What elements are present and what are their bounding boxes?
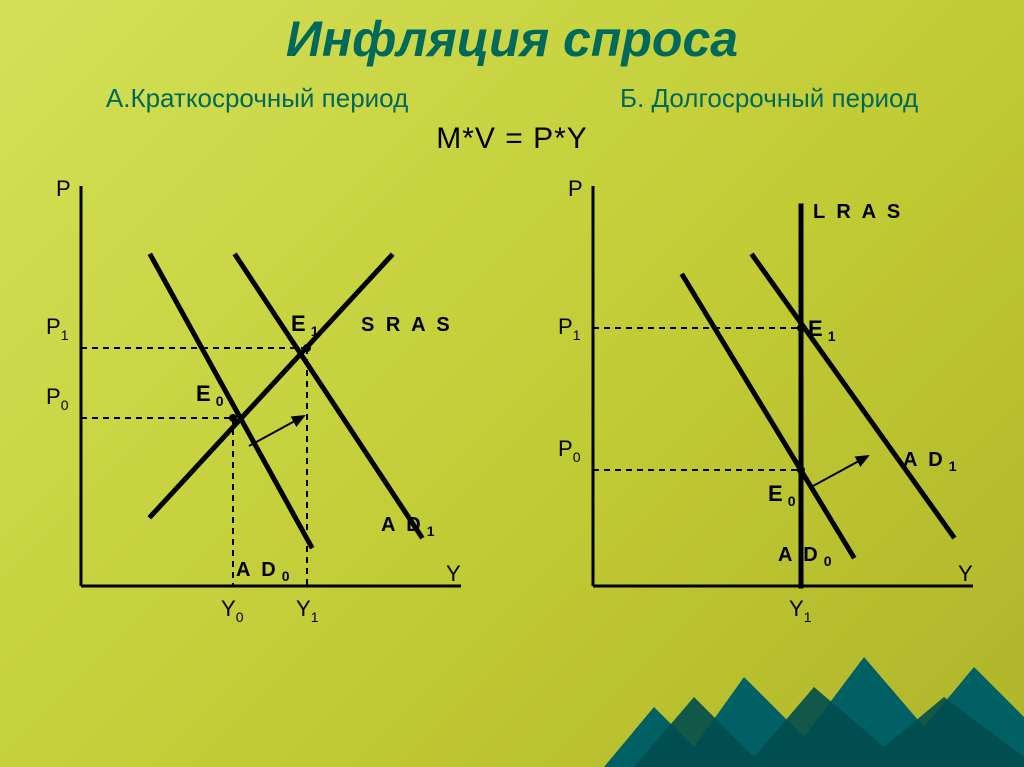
chart-b-svg: P Y P1 P0 Y1 L R A S E1 E0 A D0 A D1: [533, 156, 1003, 656]
p-axis-label: P: [56, 176, 71, 201]
chart-b: P Y P1 P0 Y1 L R A S E1 E0 A D0 A D1: [533, 156, 1003, 656]
y-axis-label: Y: [446, 561, 461, 586]
y-axis-label: Y: [958, 561, 973, 586]
p-axis-label: P: [568, 176, 583, 201]
sras-label: S R A S: [361, 314, 453, 336]
mountain-decor: [604, 617, 1024, 767]
e1-point: [797, 324, 805, 332]
e0-point: [229, 414, 237, 422]
e1-label: E1: [808, 316, 837, 344]
e0-point: [797, 466, 805, 474]
chart-a: P Y P1 P0 Y0 Y1 S R A S E1 E0 A D0: [21, 156, 491, 656]
slide-title: Инфляция спроса: [0, 0, 1024, 68]
e1-label: E1: [291, 311, 320, 339]
chart-a-svg: P Y P1 P0 Y0 Y1 S R A S E1 E0 A D0: [21, 156, 491, 656]
shift-arrow: [813, 456, 868, 486]
lras-label: L R A S: [813, 201, 903, 223]
subtitle-b: Б. Долгосрочный период: [620, 83, 918, 114]
subtitle-a: А.Краткосрочный период: [106, 83, 408, 114]
e0-label: E0: [768, 481, 797, 509]
p0-label: P0: [558, 436, 581, 465]
p1-label: P1: [558, 314, 581, 343]
subtitle-row: А.Краткосрочный период Б. Долгосрочный п…: [0, 83, 1024, 114]
p1-label: P1: [46, 314, 69, 343]
shift-arrow: [249, 416, 304, 446]
ad0-curve: [683, 276, 853, 556]
ad0-label: A D0: [778, 544, 835, 569]
e1-point: [303, 344, 311, 352]
y1-label: Y1: [296, 596, 319, 625]
ad0-label: A D0: [236, 559, 293, 584]
y0-label: Y0: [221, 596, 244, 625]
ad1-label: A D1: [903, 449, 960, 474]
p0-label: P0: [46, 384, 69, 413]
formula: M*V = P*Y: [0, 122, 1024, 156]
ad1-label: A D1: [381, 514, 438, 539]
charts-container: P Y P1 P0 Y0 Y1 S R A S E1 E0 A D0: [0, 156, 1024, 656]
ad0-curve: [151, 256, 311, 546]
